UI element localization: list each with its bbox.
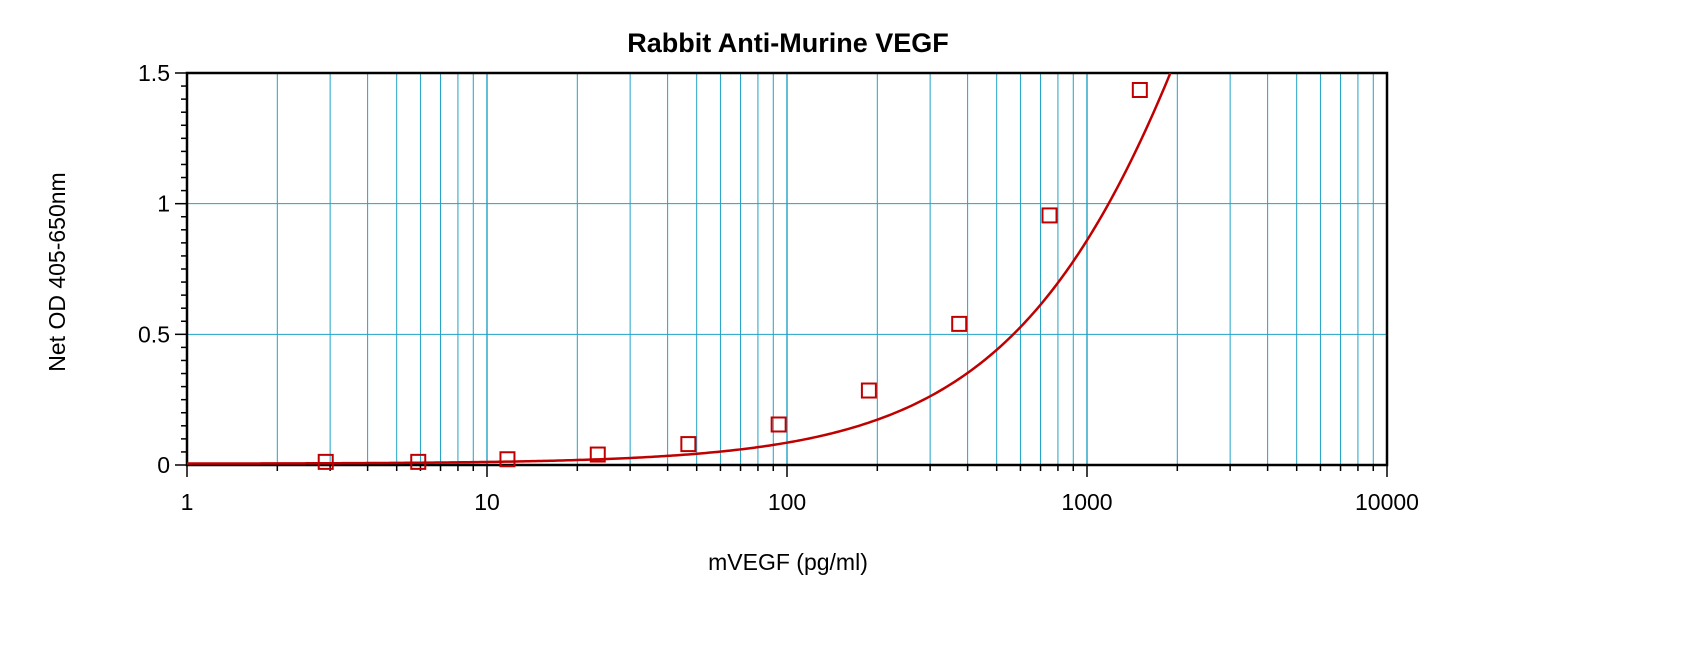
x-tick-label: 10000 xyxy=(1355,489,1419,515)
x-tick-label: 1000 xyxy=(1061,489,1112,515)
y-tick-label: 0 xyxy=(157,452,170,478)
data-point xyxy=(1131,81,1148,98)
data-point xyxy=(860,382,877,399)
fit-curve-layer xyxy=(187,72,1172,465)
fit-curve xyxy=(187,72,1172,465)
data-point xyxy=(589,446,606,463)
data-point xyxy=(951,315,968,332)
y-axis-label: Net OD 405-650nm xyxy=(44,172,70,371)
grid-lines xyxy=(187,73,1387,465)
data-point xyxy=(1041,207,1058,224)
data-point xyxy=(680,436,697,453)
data-points xyxy=(317,81,1148,470)
x-tick-label: 10 xyxy=(474,489,500,515)
tick-labels: 1 10 100 1000 10000 0 0.5 1 1.5 xyxy=(138,60,1419,515)
chart-title: Rabbit Anti-Murine VEGF xyxy=(627,28,948,58)
y-tick-label: 0.5 xyxy=(138,321,170,347)
axes xyxy=(175,71,1389,477)
x-axis-label: mVEGF (pg/ml) xyxy=(708,549,868,575)
data-point xyxy=(499,451,516,468)
data-point xyxy=(410,453,427,470)
y-tick-label: 1.5 xyxy=(138,60,170,86)
y-tick-label: 1 xyxy=(157,191,170,217)
x-tick-label: 1 xyxy=(181,489,194,515)
x-tick-label: 100 xyxy=(768,489,806,515)
data-point xyxy=(317,453,334,470)
data-point xyxy=(770,416,787,433)
